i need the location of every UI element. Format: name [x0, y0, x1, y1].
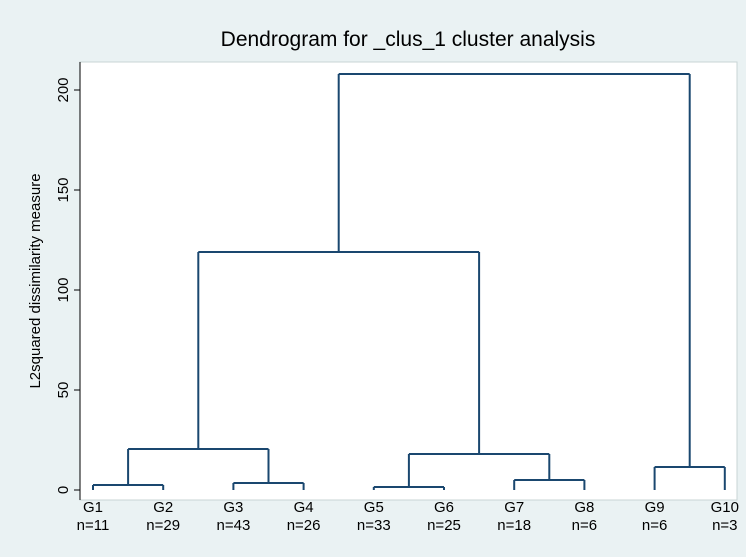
- plot-area: [79, 61, 738, 501]
- leaf-label: G3: [223, 499, 243, 516]
- leaf-label: G6: [434, 499, 454, 516]
- leaf-size: n=18: [497, 517, 531, 534]
- leaf-label: G9: [645, 499, 665, 516]
- chart-title: Dendrogram for _clus_1 cluster analysis: [221, 28, 596, 51]
- leaf-size: n=11: [77, 517, 110, 534]
- leaf-label: G5: [364, 499, 384, 516]
- leaf-size: n=33: [357, 517, 391, 534]
- y-tick-label: 200: [55, 77, 72, 102]
- y-axis-label: L2squared dissimilarity measure: [27, 173, 44, 388]
- leaf-size: n=29: [146, 517, 180, 534]
- leaf-label: G10: [711, 499, 739, 516]
- leaf-label: G8: [574, 499, 594, 516]
- y-tick-label: 50: [55, 382, 72, 399]
- leaf-label: G7: [504, 499, 524, 516]
- leaf-label: G2: [153, 499, 173, 516]
- leaf-label: G1: [83, 499, 103, 516]
- leaf-label: G4: [294, 499, 314, 516]
- leaf-size: n=6: [642, 517, 667, 534]
- y-tick-label: 150: [55, 177, 72, 202]
- y-tick-label: 0: [55, 486, 72, 494]
- leaf-size: n=3: [712, 517, 737, 534]
- leaf-size: n=6: [572, 517, 597, 534]
- leaf-size: n=25: [427, 517, 461, 534]
- y-tick-label: 100: [55, 277, 72, 302]
- leaf-size: n=26: [287, 517, 321, 534]
- leaf-size: n=43: [217, 517, 251, 534]
